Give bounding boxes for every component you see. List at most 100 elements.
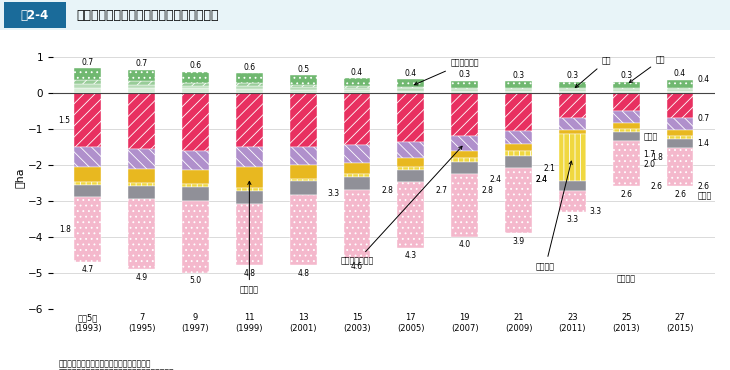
Bar bbox=[236, 89, 263, 93]
Bar bbox=[290, 93, 317, 147]
Bar bbox=[505, 131, 532, 144]
Text: 2.8: 2.8 bbox=[482, 186, 493, 195]
Bar bbox=[344, 163, 371, 174]
Text: 自然災害: 自然災害 bbox=[536, 161, 572, 271]
Bar bbox=[290, 179, 317, 181]
Bar bbox=[236, 93, 263, 147]
Bar bbox=[666, 136, 694, 139]
Bar bbox=[451, 88, 478, 89]
Text: 5.0: 5.0 bbox=[190, 276, 201, 285]
Text: 注：拡張面積及びかい廃面積は、共に田畑転換を除く。: 注：拡張面積及びかい廃面積は、共に田畑転換を除く。 bbox=[58, 369, 174, 370]
Bar bbox=[612, 122, 639, 129]
Bar bbox=[559, 89, 585, 91]
Bar bbox=[559, 93, 585, 118]
Text: 4.6: 4.6 bbox=[351, 262, 363, 271]
Bar bbox=[397, 80, 424, 87]
Bar bbox=[397, 93, 424, 142]
Bar bbox=[505, 168, 532, 233]
Text: 0.7: 0.7 bbox=[136, 59, 147, 68]
Bar bbox=[182, 71, 209, 83]
Bar bbox=[182, 151, 209, 170]
Bar bbox=[290, 181, 317, 195]
Bar bbox=[128, 85, 155, 88]
Bar bbox=[74, 197, 101, 262]
Text: 0.7: 0.7 bbox=[82, 58, 94, 67]
Text: 復旧: 復旧 bbox=[575, 56, 612, 88]
Bar bbox=[559, 181, 585, 191]
Bar bbox=[182, 170, 209, 184]
Text: 2.7: 2.7 bbox=[436, 186, 447, 195]
Bar bbox=[397, 167, 424, 169]
Text: 0.6: 0.6 bbox=[190, 61, 201, 70]
Bar bbox=[290, 87, 317, 90]
Bar bbox=[451, 91, 478, 93]
Text: 3.9: 3.9 bbox=[512, 237, 525, 246]
Bar bbox=[505, 93, 532, 131]
Text: 4.8: 4.8 bbox=[297, 269, 310, 278]
Bar bbox=[451, 136, 478, 151]
Bar bbox=[397, 88, 424, 91]
Text: 0.3: 0.3 bbox=[620, 71, 632, 80]
Bar bbox=[290, 165, 317, 179]
Text: 1.8: 1.8 bbox=[651, 153, 663, 162]
Bar bbox=[559, 134, 585, 181]
Bar bbox=[666, 93, 694, 118]
Text: 荒廃農地: 荒廃農地 bbox=[617, 275, 636, 283]
Text: 2.8: 2.8 bbox=[382, 186, 393, 195]
Text: 0.5: 0.5 bbox=[297, 65, 310, 74]
Text: 2.4: 2.4 bbox=[536, 175, 548, 184]
Bar bbox=[236, 147, 263, 167]
Bar bbox=[397, 158, 424, 167]
Bar bbox=[666, 130, 694, 136]
Bar bbox=[182, 93, 209, 151]
Bar bbox=[666, 88, 694, 89]
Bar bbox=[182, 184, 209, 187]
Bar bbox=[344, 88, 371, 90]
Bar bbox=[666, 118, 694, 130]
Text: 3.3: 3.3 bbox=[328, 189, 339, 198]
Text: 2.4: 2.4 bbox=[536, 175, 548, 184]
Bar bbox=[128, 199, 155, 269]
Bar bbox=[612, 111, 639, 122]
Bar bbox=[128, 70, 155, 81]
Bar bbox=[397, 169, 424, 182]
Bar bbox=[74, 93, 101, 147]
Y-axis label: 万ha: 万ha bbox=[15, 167, 25, 188]
Bar bbox=[451, 174, 478, 237]
Text: 0.7: 0.7 bbox=[697, 114, 710, 123]
Bar bbox=[74, 80, 101, 84]
Bar bbox=[666, 139, 694, 148]
Bar bbox=[344, 93, 371, 145]
Text: 0.4: 0.4 bbox=[405, 69, 417, 78]
Text: 図2-4: 図2-4 bbox=[20, 9, 48, 22]
Text: 1.4: 1.4 bbox=[697, 139, 710, 148]
Text: 4.8: 4.8 bbox=[243, 269, 255, 278]
Bar bbox=[182, 88, 209, 93]
Bar bbox=[236, 188, 263, 191]
Text: 0.4: 0.4 bbox=[674, 70, 686, 78]
Bar bbox=[612, 93, 639, 111]
FancyBboxPatch shape bbox=[0, 0, 730, 30]
Text: 4.9: 4.9 bbox=[136, 273, 147, 282]
Text: 1.8: 1.8 bbox=[58, 225, 71, 234]
Bar bbox=[344, 177, 371, 190]
Bar bbox=[290, 90, 317, 93]
Text: 干拓・埋立て: 干拓・埋立て bbox=[415, 58, 479, 85]
Text: 1.5: 1.5 bbox=[58, 115, 71, 125]
Text: 2.6: 2.6 bbox=[674, 190, 686, 199]
Bar bbox=[505, 89, 532, 91]
Text: 2.6: 2.6 bbox=[697, 182, 710, 191]
Bar bbox=[74, 84, 101, 88]
Bar bbox=[451, 158, 478, 162]
Bar bbox=[505, 81, 532, 88]
Bar bbox=[505, 144, 532, 151]
Bar bbox=[344, 190, 371, 258]
Text: 4.0: 4.0 bbox=[458, 240, 471, 249]
Text: 2.4: 2.4 bbox=[489, 175, 502, 184]
Bar bbox=[128, 168, 155, 183]
Bar bbox=[74, 147, 101, 167]
Bar bbox=[236, 167, 263, 188]
Text: 3.3: 3.3 bbox=[590, 207, 602, 216]
Bar bbox=[451, 151, 478, 158]
Bar bbox=[451, 93, 478, 136]
